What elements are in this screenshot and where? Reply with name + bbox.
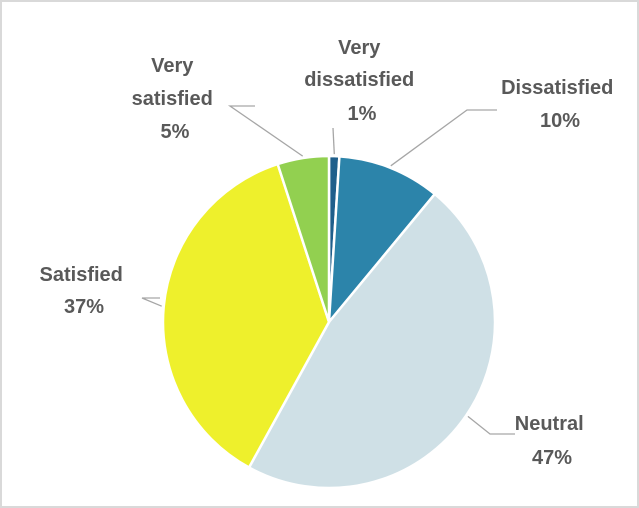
data-label-satisfied: Satisfied 37%: [40, 264, 129, 318]
pie-slice-very-satisfied: [276, 154, 331, 324]
label-line: satisfied: [132, 88, 213, 110]
label-line: Very: [151, 55, 194, 77]
data-label-very-satisfied: Very satisfied 5%: [132, 55, 219, 143]
percent-label: 37%: [64, 296, 104, 318]
label-line: Very: [338, 37, 381, 59]
data-label-dissatisfied: Dissatisfied 10%: [501, 77, 619, 132]
percent-label: 47%: [532, 447, 572, 469]
percent-label: 10%: [540, 110, 580, 132]
leader-line-very-dissatisfied: [332, 127, 335, 155]
percent-label: 1%: [348, 103, 377, 125]
label-line: dissatisfied: [304, 69, 414, 91]
pie-slices: [161, 154, 497, 490]
leader-lines: [141, 105, 515, 435]
pie-slice-neutral: [247, 192, 497, 490]
leader-line-dissatisfied: [390, 109, 497, 167]
label-line: Neutral: [515, 413, 584, 435]
data-label-neutral: Neutral 47%: [515, 413, 589, 469]
leader-line-satisfied: [141, 297, 162, 307]
label-line: Satisfied: [40, 264, 123, 286]
pie-slice-satisfied: [161, 162, 331, 469]
label-line: Dissatisfied: [501, 77, 613, 99]
pie-slice-dissatisfied: [327, 155, 437, 324]
leader-line-very-satisfied: [227, 105, 304, 157]
percent-label: 5%: [161, 121, 190, 143]
data-label-very-dissatisfied: Very dissatisfied 1%: [304, 37, 420, 125]
leader-line-neutral: [467, 415, 515, 435]
